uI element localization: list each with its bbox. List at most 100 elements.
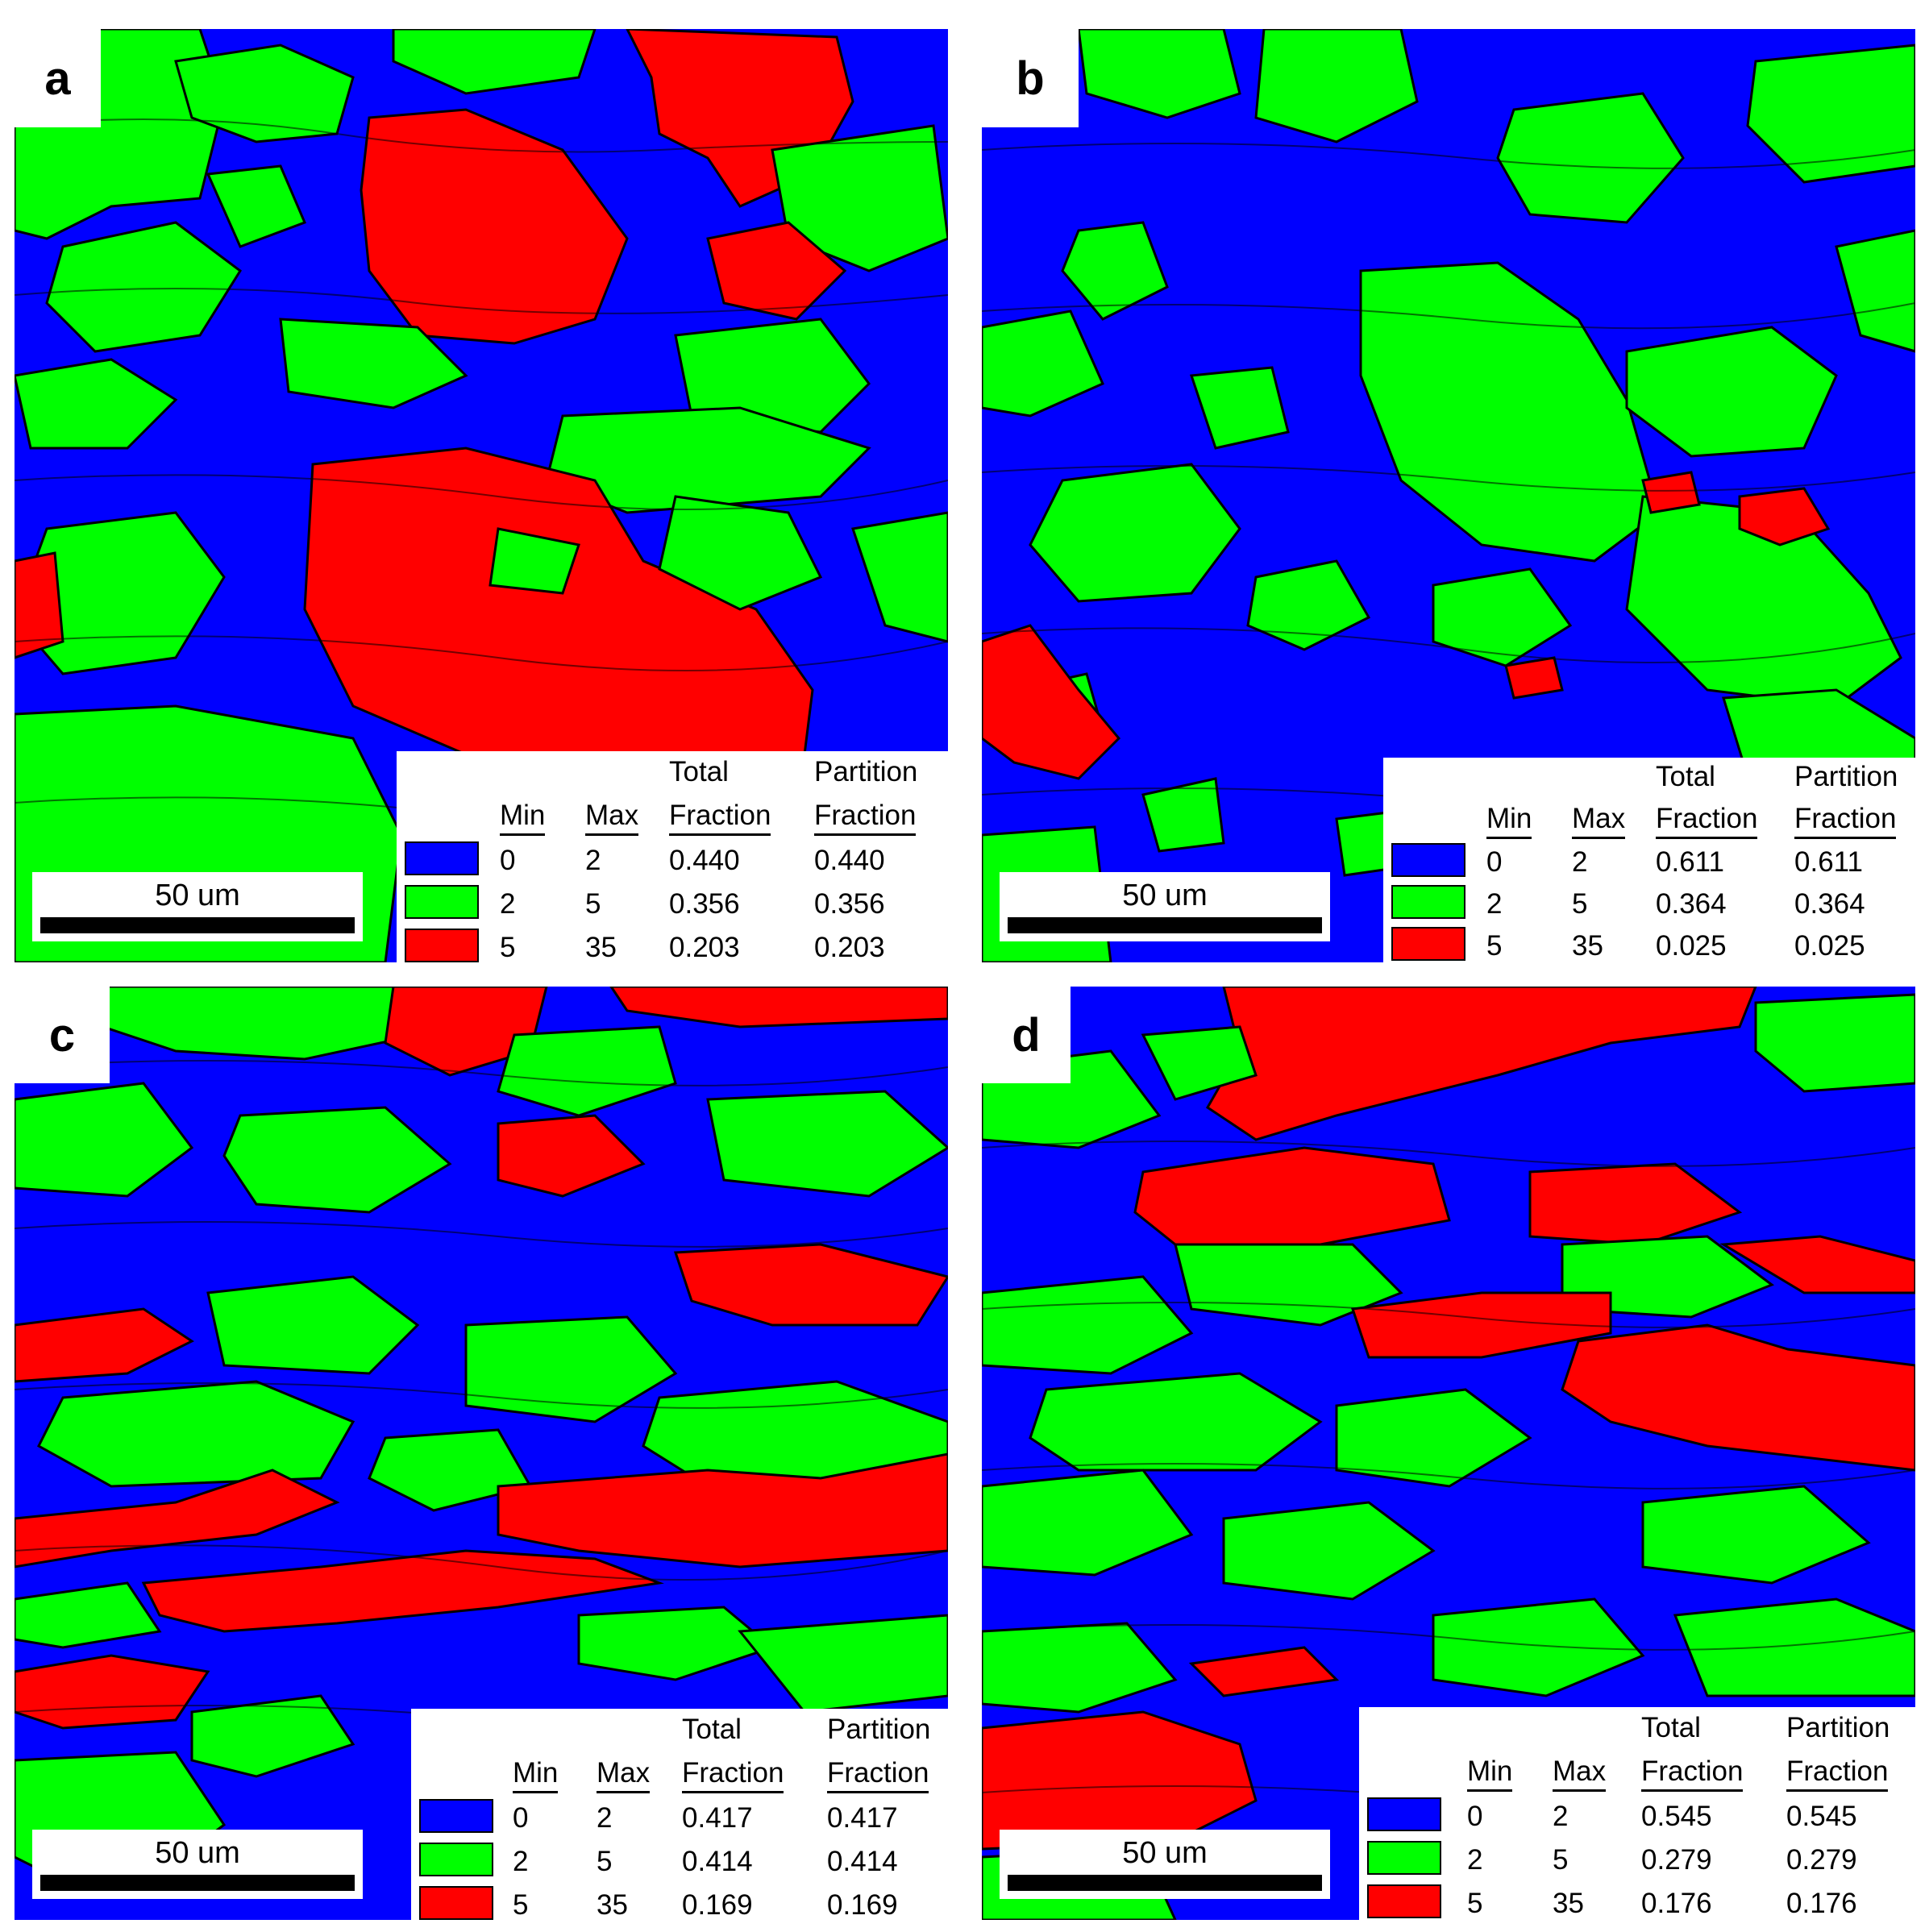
legend-header-total-2: Fraction [1641, 1755, 1744, 1792]
legend-min: 5 [500, 932, 516, 962]
legend-partition: 0.025 [1794, 930, 1865, 962]
legend-header-total-2: Fraction [1656, 803, 1758, 839]
legend-min: 2 [500, 888, 516, 920]
legend-total: 0.364 [1656, 888, 1727, 920]
scale-bar-line [40, 1875, 355, 1891]
legend-header-partition-2: Fraction [827, 1757, 929, 1793]
legend-header-partition-1: Partition [1786, 1712, 1890, 1743]
legend-row: 5 35 0.203 0.203 [397, 929, 948, 962]
legend-header-partition-1: Partition [1794, 761, 1898, 792]
scale-label: 50 um [1122, 1836, 1208, 1870]
scale-bar-line [40, 917, 355, 933]
legend-header-total-1: Total [1656, 761, 1715, 792]
legend-partition: 0.279 [1786, 1844, 1857, 1876]
legend-partition: 0.169 [827, 1889, 898, 1920]
legend-max: 5 [1572, 888, 1588, 920]
ebsd-map-d [982, 987, 1915, 1920]
legend-row: 0 2 0.417 0.417 [411, 1799, 948, 1839]
legend-swatch-red [1367, 1884, 1441, 1918]
legend-row: 5 35 0.169 0.169 [411, 1886, 948, 1920]
legend-min: 5 [513, 1889, 529, 1920]
scale-bar: 50 um [1000, 1830, 1330, 1899]
legend-header-partition-1: Partition [827, 1714, 931, 1745]
panel-c: c 50 um Total Partition Min Max Fraction… [15, 987, 948, 1920]
legend-total: 0.279 [1641, 1844, 1712, 1876]
panel-letter: b [982, 29, 1079, 127]
legend-total: 0.176 [1641, 1888, 1712, 1919]
panel-a: a 50 um Total Partition Min Max Fraction… [15, 29, 948, 962]
ebsd-map-a [15, 29, 948, 962]
legend-max: 2 [585, 845, 601, 876]
legend-swatch-green [1391, 885, 1465, 919]
legend-table: Total Partition Min Max Fraction Fractio… [397, 751, 948, 962]
legend-header-total-1: Total [1641, 1712, 1701, 1743]
legend-row: 2 5 0.414 0.414 [411, 1843, 948, 1883]
scale-bar: 50 um [1000, 872, 1330, 941]
legend-min: 5 [1486, 930, 1503, 962]
legend-swatch-blue [1367, 1797, 1441, 1831]
legend-partition: 0.545 [1786, 1801, 1857, 1832]
panel-b: b 50 um Total Partition Min Max Fraction… [982, 29, 1915, 962]
scale-label: 50 um [155, 1836, 240, 1870]
legend-table: Total Partition Min Max Fraction Fractio… [1359, 1707, 1915, 1920]
legend-header-min: Min [513, 1757, 559, 1793]
legend-total: 0.545 [1641, 1801, 1712, 1832]
legend-min: 2 [1486, 888, 1503, 920]
legend-swatch-blue [405, 841, 479, 875]
legend-max: 2 [1553, 1801, 1569, 1832]
legend-partition: 0.417 [827, 1802, 898, 1834]
legend-header-total-2: Fraction [682, 1757, 784, 1793]
legend-header-min: Min [1467, 1755, 1513, 1792]
legend-max: 2 [597, 1802, 613, 1834]
legend-max: 2 [1572, 846, 1588, 878]
legend-row: 2 5 0.356 0.356 [397, 885, 948, 925]
legend-total: 0.356 [669, 888, 740, 920]
legend-max: 5 [1553, 1844, 1569, 1876]
legend-row: 5 35 0.176 0.176 [1359, 1884, 1915, 1920]
legend-table: Total Partition Min Max Fraction Fractio… [1383, 758, 1915, 962]
legend-header-max: Max [597, 1757, 651, 1793]
legend-row: 5 35 0.025 0.025 [1383, 927, 1915, 962]
legend-total: 0.025 [1656, 930, 1727, 962]
panel-letter: c [15, 987, 110, 1083]
legend-header-partition-2: Fraction [1794, 803, 1897, 839]
legend-min: 2 [1467, 1844, 1483, 1876]
legend-max: 35 [597, 1889, 628, 1920]
legend-partition: 0.356 [814, 888, 885, 920]
scale-label: 50 um [155, 879, 240, 912]
legend-swatch-blue [419, 1799, 493, 1833]
legend-swatch-green [405, 885, 479, 919]
legend-total: 0.169 [682, 1889, 753, 1920]
legend-partition: 0.414 [827, 1846, 898, 1877]
legend-swatch-green [1367, 1841, 1441, 1875]
panel-letter: d [982, 987, 1071, 1083]
legend-row: 0 2 0.440 0.440 [397, 841, 948, 882]
legend-total: 0.440 [669, 845, 740, 876]
legend-partition: 0.440 [814, 845, 885, 876]
legend-max: 5 [597, 1846, 613, 1877]
legend-swatch-red [405, 929, 479, 962]
legend-header-total-1: Total [682, 1714, 742, 1745]
legend-row: 0 2 0.611 0.611 [1383, 843, 1915, 883]
legend-min: 2 [513, 1846, 529, 1877]
legend-min: 5 [1467, 1888, 1483, 1919]
panel-d: d 50 um Total Partition Min Max Fraction… [982, 987, 1915, 1920]
legend-swatch-green [419, 1843, 493, 1876]
legend-total: 0.203 [669, 932, 740, 962]
legend-total: 0.611 [1656, 846, 1724, 878]
legend-partition: 0.364 [1794, 888, 1865, 920]
legend-header-partition-1: Partition [814, 756, 918, 787]
legend-header-total-1: Total [669, 756, 729, 787]
scale-bar-line [1008, 1875, 1322, 1891]
legend-swatch-blue [1391, 843, 1465, 877]
legend-min: 0 [513, 1802, 529, 1834]
legend-header-partition-2: Fraction [1786, 1755, 1889, 1792]
legend-header-max: Max [1572, 803, 1626, 839]
legend-partition: 0.176 [1786, 1888, 1857, 1919]
scale-bar-line [1008, 917, 1322, 933]
legend-partition: 0.611 [1794, 846, 1863, 878]
legend-header-total-2: Fraction [669, 800, 771, 836]
legend-min: 0 [1486, 846, 1503, 878]
scale-label: 50 um [1122, 879, 1208, 912]
legend-header-max: Max [1553, 1755, 1607, 1792]
